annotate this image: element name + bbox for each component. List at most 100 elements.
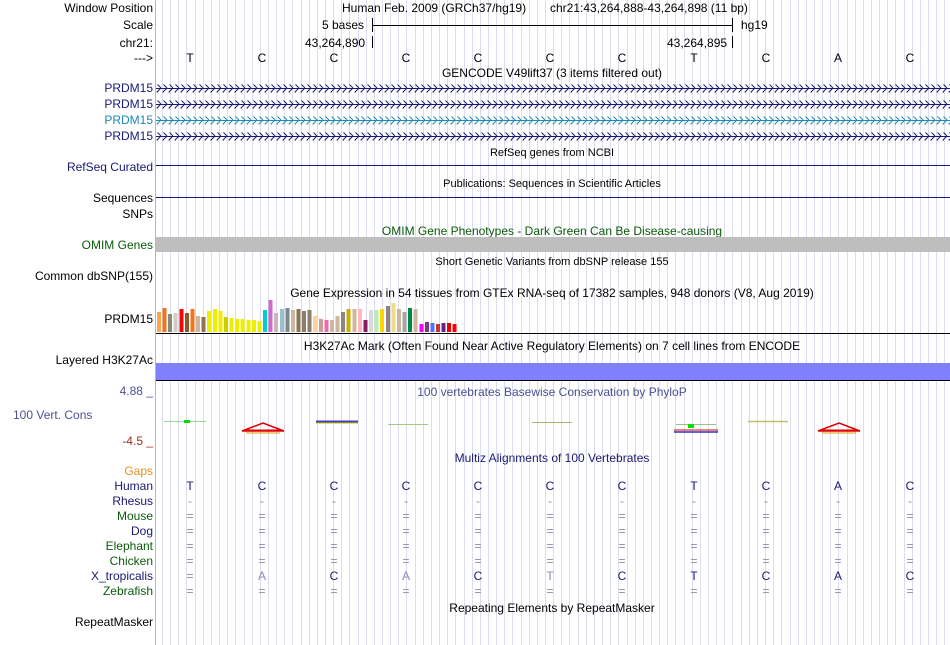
gtex-bar[interactable] — [251, 320, 256, 332]
species-label[interactable]: Elephant — [105, 539, 153, 553]
alignment-base: C — [329, 569, 339, 583]
gtex-bar[interactable] — [274, 313, 279, 332]
refseq-title: RefSeq genes from NCBI — [489, 147, 615, 159]
alignment-base: - — [476, 494, 480, 508]
h3k27-label[interactable]: Layered H3K27Ac — [55, 353, 153, 367]
gtex-bar[interactable] — [374, 310, 379, 332]
gtex-bar[interactable] — [179, 309, 184, 332]
alignment-base: = — [330, 509, 338, 523]
gtex-bar[interactable] — [441, 323, 446, 332]
gtex-bar-graph[interactable] — [156, 299, 556, 332]
species-label[interactable]: Mouse — [116, 509, 153, 523]
gtex-bar[interactable] — [408, 308, 413, 332]
gtex-bar[interactable] — [380, 309, 385, 332]
species-label[interactable]: X_tropicalis — [90, 569, 153, 583]
gtex-bar[interactable] — [346, 309, 351, 332]
gtex-bar[interactable] — [307, 310, 312, 332]
gtex-bar[interactable] — [430, 323, 435, 332]
gtex-bar[interactable] — [313, 316, 318, 332]
gtex-bar[interactable] — [212, 309, 217, 332]
gencode-title: GENCODE V49lift37 (3 items filtered out) — [441, 66, 663, 80]
gtex-bar[interactable] — [162, 308, 167, 332]
gtex-bar[interactable] — [335, 316, 340, 332]
omim-label[interactable]: OMIM Genes — [81, 238, 153, 252]
alignment-base: = — [186, 554, 194, 568]
gtex-bar[interactable] — [318, 319, 323, 332]
scale-text: 5 bases — [322, 18, 365, 32]
scale-bar — [372, 18, 733, 32]
gtex-bar[interactable] — [257, 321, 262, 332]
reference-base: T — [186, 51, 194, 65]
gtex-bar[interactable] — [341, 312, 346, 332]
gtex-bar[interactable] — [246, 320, 251, 332]
gtex-bar[interactable] — [240, 319, 245, 332]
gtex-bar[interactable] — [196, 316, 201, 332]
gtex-bar[interactable] — [413, 309, 418, 332]
alignment-base: C — [617, 569, 627, 583]
alignment-base: = — [402, 584, 410, 598]
gtex-bar[interactable] — [173, 313, 178, 332]
gtex-bar[interactable] — [184, 313, 189, 332]
conservation-title: 100 vertebrates Basewise Conservation by… — [417, 385, 687, 399]
species-label[interactable]: Chicken — [109, 554, 153, 568]
gtex-bar[interactable] — [424, 322, 429, 332]
sequences-label[interactable]: Sequences — [92, 191, 153, 205]
gtex-bar[interactable] — [396, 309, 401, 332]
gtex-bar[interactable] — [168, 314, 173, 332]
gencode-item-4[interactable]: PRDM15 — [104, 129, 153, 143]
gaps-label[interactable]: Gaps — [124, 464, 153, 478]
repeatmasker-label[interactable]: RepeatMasker — [74, 615, 153, 629]
gtex-bar[interactable] — [357, 309, 362, 332]
gtex-bar[interactable] — [330, 320, 334, 332]
gtex-bar[interactable] — [436, 324, 440, 332]
species-label[interactable]: Dog — [130, 524, 153, 538]
gtex-bar[interactable] — [302, 311, 307, 332]
h3k27-signal[interactable] — [156, 363, 950, 380]
gtex-bar[interactable] — [391, 303, 396, 332]
gtex-bar[interactable] — [224, 317, 228, 332]
alignment-base: = — [402, 554, 410, 568]
species-label[interactable]: Zebrafish — [102, 584, 153, 598]
gencode-item-3[interactable]: PRDM15 — [104, 113, 153, 127]
species-label[interactable]: Rhesus — [112, 494, 153, 508]
alignment-base: C — [401, 479, 411, 493]
cons-label[interactable]: 100 Vert. Cons — [13, 408, 93, 422]
gtex-label[interactable]: PRDM15 — [104, 312, 153, 326]
gtex-bar[interactable] — [352, 309, 357, 332]
refseq-label[interactable]: RefSeq Curated — [66, 160, 153, 174]
h3k27-title: H3K27Ac Mark (Often Found Near Active Re… — [303, 339, 801, 353]
alignment-base: = — [690, 539, 698, 553]
gencode-transcripts[interactable] — [156, 80, 950, 144]
alignment-base: - — [764, 494, 768, 508]
gtex-bar[interactable] — [452, 324, 457, 332]
gtex-bar[interactable] — [263, 310, 267, 332]
alignment-base: = — [834, 539, 842, 553]
gtex-bar[interactable] — [279, 309, 284, 332]
gtex-bar[interactable] — [385, 306, 390, 332]
gtex-bar[interactable] — [285, 308, 290, 332]
species-label[interactable]: Human — [114, 479, 153, 493]
gtex-bar[interactable] — [190, 309, 195, 332]
gtex-bar[interactable] — [447, 323, 452, 332]
gtex-bar[interactable] — [402, 312, 407, 332]
gencode-item-1[interactable]: PRDM15 — [104, 81, 153, 95]
gtex-bar[interactable] — [324, 320, 329, 332]
gtex-bar[interactable] — [229, 318, 234, 332]
gtex-bar[interactable] — [290, 310, 295, 332]
gtex-bar[interactable] — [419, 324, 424, 332]
omim-bar[interactable] — [156, 237, 950, 252]
conservation-wiggle[interactable] — [156, 410, 950, 440]
gtex-bar[interactable] — [218, 311, 223, 332]
gtex-bar[interactable] — [157, 312, 161, 332]
gtex-bar[interactable] — [268, 300, 273, 332]
gtex-title: Gene Expression in 54 tissues from GTEx … — [290, 286, 814, 300]
gtex-bar[interactable] — [201, 317, 206, 332]
gencode-item-2[interactable]: PRDM15 — [104, 97, 153, 111]
dbsnp-label[interactable]: Common dbSNP(155) — [34, 269, 153, 283]
gtex-bar[interactable] — [235, 319, 240, 332]
gtex-bar[interactable] — [369, 310, 373, 332]
gtex-bar[interactable] — [296, 309, 301, 332]
gtex-bar[interactable] — [363, 320, 368, 332]
gtex-bar[interactable] — [207, 311, 212, 332]
snps-label[interactable]: SNPs — [122, 207, 153, 221]
